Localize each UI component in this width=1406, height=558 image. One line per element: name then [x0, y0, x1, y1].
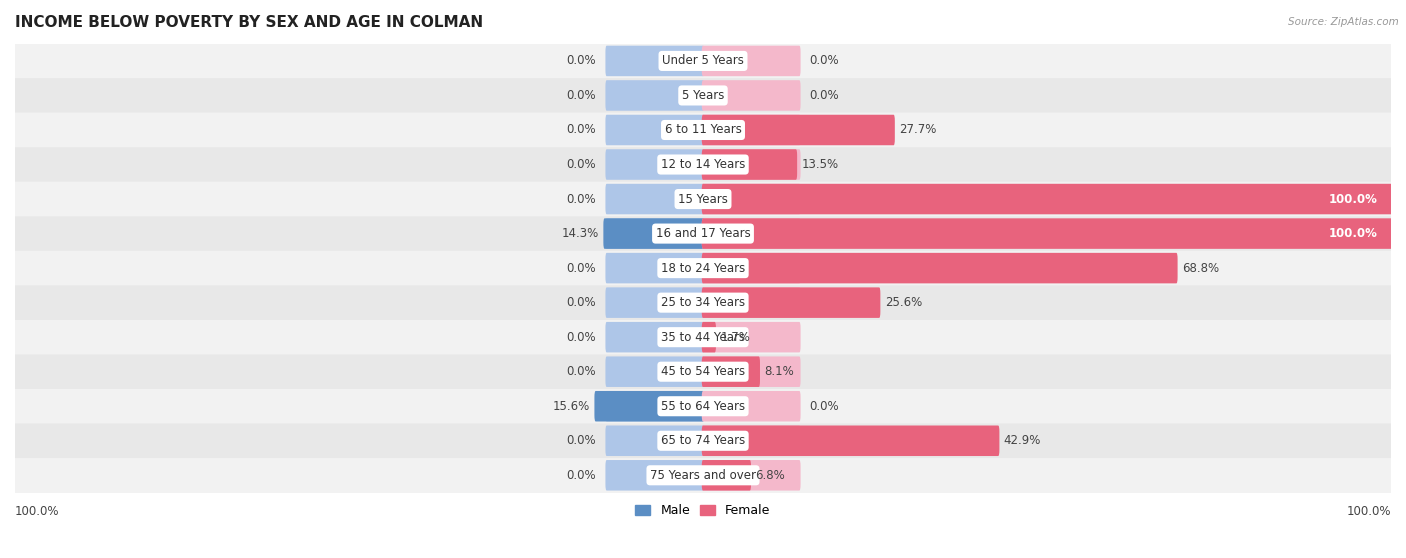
FancyBboxPatch shape [702, 46, 800, 76]
Text: Source: ZipAtlas.com: Source: ZipAtlas.com [1288, 17, 1399, 27]
FancyBboxPatch shape [15, 389, 1391, 424]
FancyBboxPatch shape [15, 147, 1391, 182]
FancyBboxPatch shape [702, 287, 800, 318]
FancyBboxPatch shape [702, 115, 894, 145]
FancyBboxPatch shape [702, 149, 797, 180]
FancyBboxPatch shape [15, 182, 1391, 217]
Text: 15.6%: 15.6% [553, 400, 591, 413]
Text: 0.0%: 0.0% [567, 123, 596, 137]
FancyBboxPatch shape [606, 253, 704, 283]
FancyBboxPatch shape [15, 78, 1391, 113]
Text: 0.0%: 0.0% [810, 400, 839, 413]
FancyBboxPatch shape [603, 218, 704, 249]
Text: 0.0%: 0.0% [567, 331, 596, 344]
Text: 100.0%: 100.0% [15, 504, 59, 518]
FancyBboxPatch shape [606, 218, 704, 249]
FancyBboxPatch shape [702, 115, 800, 145]
Text: 0.0%: 0.0% [567, 193, 596, 205]
FancyBboxPatch shape [702, 253, 1178, 283]
Text: 35 to 44 Years: 35 to 44 Years [661, 331, 745, 344]
FancyBboxPatch shape [15, 354, 1391, 389]
Text: 16 and 17 Years: 16 and 17 Years [655, 227, 751, 240]
Text: 42.9%: 42.9% [1004, 434, 1040, 448]
Text: 25 to 34 Years: 25 to 34 Years [661, 296, 745, 309]
Text: 18 to 24 Years: 18 to 24 Years [661, 262, 745, 275]
Text: 12 to 14 Years: 12 to 14 Years [661, 158, 745, 171]
Text: 0.0%: 0.0% [567, 365, 596, 378]
Legend: Male, Female: Male, Female [630, 499, 776, 522]
Text: 13.5%: 13.5% [801, 158, 838, 171]
FancyBboxPatch shape [606, 391, 704, 421]
FancyBboxPatch shape [606, 287, 704, 318]
FancyBboxPatch shape [15, 217, 1391, 251]
FancyBboxPatch shape [15, 285, 1391, 320]
FancyBboxPatch shape [606, 460, 704, 490]
FancyBboxPatch shape [15, 44, 1391, 78]
FancyBboxPatch shape [606, 322, 704, 353]
FancyBboxPatch shape [15, 320, 1391, 354]
FancyBboxPatch shape [595, 391, 704, 421]
FancyBboxPatch shape [606, 426, 704, 456]
FancyBboxPatch shape [702, 391, 800, 421]
FancyBboxPatch shape [15, 424, 1391, 458]
FancyBboxPatch shape [702, 357, 800, 387]
Text: Under 5 Years: Under 5 Years [662, 55, 744, 68]
FancyBboxPatch shape [702, 149, 800, 180]
Text: 75 Years and over: 75 Years and over [650, 469, 756, 482]
Text: 0.0%: 0.0% [567, 469, 596, 482]
FancyBboxPatch shape [702, 253, 800, 283]
Text: 100.0%: 100.0% [1347, 504, 1391, 518]
Text: 8.1%: 8.1% [765, 365, 794, 378]
FancyBboxPatch shape [606, 357, 704, 387]
FancyBboxPatch shape [702, 218, 1392, 249]
Text: 100.0%: 100.0% [1329, 227, 1378, 240]
FancyBboxPatch shape [606, 184, 704, 214]
FancyBboxPatch shape [702, 218, 800, 249]
FancyBboxPatch shape [606, 46, 704, 76]
Text: 45 to 54 Years: 45 to 54 Years [661, 365, 745, 378]
FancyBboxPatch shape [702, 184, 1392, 214]
FancyBboxPatch shape [702, 460, 800, 490]
FancyBboxPatch shape [702, 287, 880, 318]
Text: 100.0%: 100.0% [1329, 193, 1378, 205]
FancyBboxPatch shape [702, 426, 1000, 456]
Text: 6.8%: 6.8% [755, 469, 785, 482]
Text: 14.3%: 14.3% [562, 227, 599, 240]
FancyBboxPatch shape [702, 460, 751, 490]
Text: 5 Years: 5 Years [682, 89, 724, 102]
Text: 27.7%: 27.7% [898, 123, 936, 137]
Text: 0.0%: 0.0% [810, 55, 839, 68]
Text: 55 to 64 Years: 55 to 64 Years [661, 400, 745, 413]
FancyBboxPatch shape [702, 80, 800, 110]
FancyBboxPatch shape [606, 80, 704, 110]
FancyBboxPatch shape [606, 149, 704, 180]
Text: 0.0%: 0.0% [567, 434, 596, 448]
Text: INCOME BELOW POVERTY BY SEX AND AGE IN COLMAN: INCOME BELOW POVERTY BY SEX AND AGE IN C… [15, 15, 484, 30]
FancyBboxPatch shape [702, 357, 761, 387]
FancyBboxPatch shape [702, 322, 800, 353]
Text: 6 to 11 Years: 6 to 11 Years [665, 123, 741, 137]
FancyBboxPatch shape [15, 113, 1391, 147]
Text: 0.0%: 0.0% [567, 55, 596, 68]
FancyBboxPatch shape [702, 426, 800, 456]
FancyBboxPatch shape [15, 458, 1391, 493]
Text: 15 Years: 15 Years [678, 193, 728, 205]
Text: 0.0%: 0.0% [567, 296, 596, 309]
Text: 68.8%: 68.8% [1182, 262, 1219, 275]
FancyBboxPatch shape [702, 322, 716, 353]
Text: 65 to 74 Years: 65 to 74 Years [661, 434, 745, 448]
FancyBboxPatch shape [15, 251, 1391, 285]
FancyBboxPatch shape [702, 184, 800, 214]
FancyBboxPatch shape [606, 115, 704, 145]
Text: 0.0%: 0.0% [567, 89, 596, 102]
Text: 25.6%: 25.6% [884, 296, 922, 309]
Text: 0.0%: 0.0% [567, 262, 596, 275]
Text: 0.0%: 0.0% [810, 89, 839, 102]
Text: 0.0%: 0.0% [567, 158, 596, 171]
Text: 1.7%: 1.7% [720, 331, 749, 344]
